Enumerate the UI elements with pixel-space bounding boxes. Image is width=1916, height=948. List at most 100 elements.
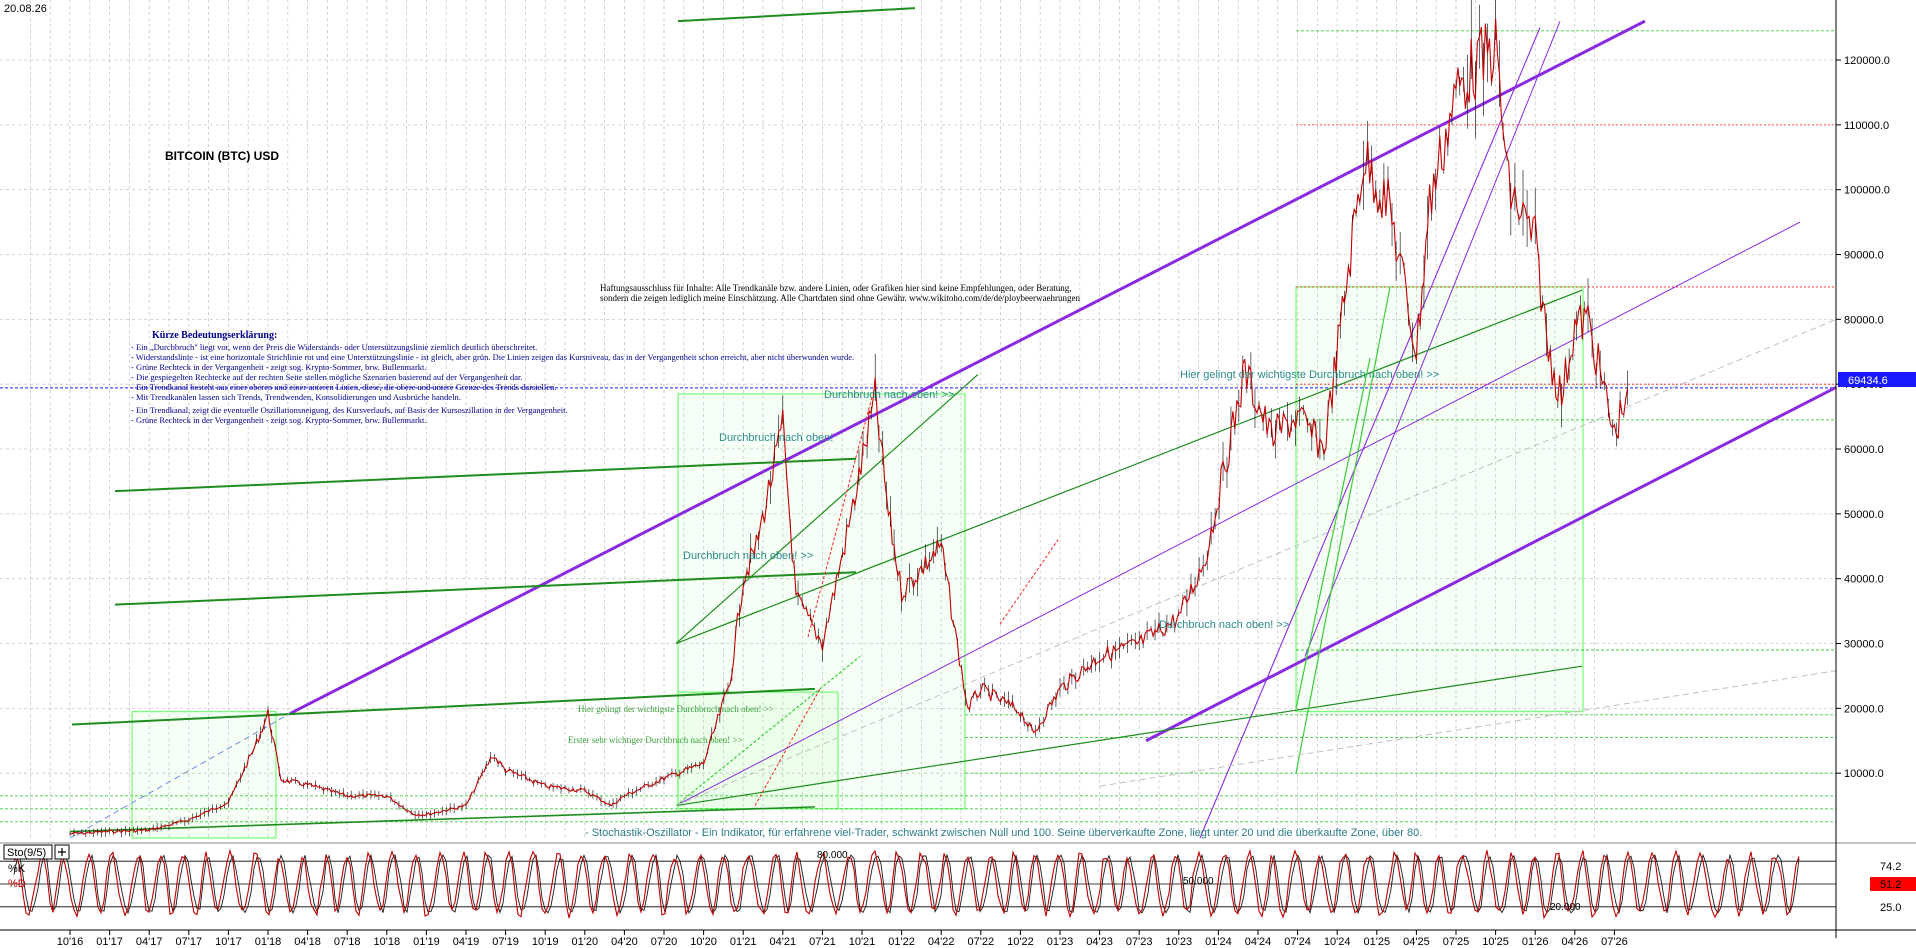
projection-line bbox=[1099, 670, 1837, 787]
legend-line: - Widerstandslinie - ist eine horizontal… bbox=[131, 352, 854, 362]
y-tick-label: 30000.0 bbox=[1844, 639, 1884, 651]
y-tick-label: 50000.0 bbox=[1844, 509, 1884, 521]
x-tick-label: 10'19 bbox=[532, 936, 559, 948]
date-label: 20.08.26 bbox=[4, 3, 47, 15]
y-tick-label: 120000.0 bbox=[1844, 55, 1890, 67]
breakout-label: Durchbruch nach oben! bbox=[719, 432, 833, 444]
x-tick-label: 10'21 bbox=[849, 936, 876, 948]
x-tick-label: 04'24 bbox=[1245, 936, 1272, 948]
osc-d-line bbox=[13, 853, 1800, 915]
osc-title: Sto(9/5) bbox=[7, 847, 46, 859]
support-resistance-lines bbox=[0, 30, 1836, 823]
key-breakout-label-small: Hier gelingt der wichtigste Durchbruch n… bbox=[578, 704, 774, 714]
legend-title: Kürze Bedeutungserklärung: bbox=[152, 330, 277, 341]
x-tick-label: 10'20 bbox=[690, 936, 717, 948]
x-tick-label: 10'24 bbox=[1324, 936, 1351, 948]
x-tick-label: 10'25 bbox=[1482, 936, 1509, 948]
x-tick-label: 01'17 bbox=[96, 936, 123, 948]
legend-line: - Ein „Durchbruch" liegt vor, wenn der P… bbox=[131, 342, 537, 352]
x-tick-label: 04'22 bbox=[928, 936, 955, 948]
x-tick-label: 04'20 bbox=[611, 936, 638, 948]
osc-k-line bbox=[13, 848, 1800, 920]
current-price-tag: 69434.6 bbox=[1838, 372, 1916, 387]
osc-level-50: 50.000 bbox=[1183, 876, 1214, 887]
breakout-label: Durchbruch nach oben! >> bbox=[824, 389, 954, 401]
x-tick-label: 04'18 bbox=[294, 936, 321, 948]
y-tick-label: 40000.0 bbox=[1844, 574, 1884, 586]
legend-line: - Die gespiegelten Rechtecke auf der rec… bbox=[131, 372, 522, 382]
first-breakout-label: Erster sehr wichtiger Durchbruch nach ob… bbox=[568, 735, 743, 745]
legend-line: - Grüne Rechteck in der Vergangenheit - … bbox=[131, 415, 427, 425]
trend-line bbox=[677, 7, 916, 23]
price-series bbox=[69, 0, 1629, 838]
green-steep-line bbox=[1295, 286, 1391, 774]
osc-k-label: %K bbox=[8, 863, 26, 875]
x-tick-label: 04'17 bbox=[136, 936, 163, 948]
legend-line: - Ein Trendkanal, zeigt die eventuelle O… bbox=[131, 405, 568, 415]
x-tick-label: 10'22 bbox=[1007, 936, 1034, 948]
resistance-trend-line bbox=[114, 457, 857, 493]
support-trend-line bbox=[69, 806, 816, 833]
channel-lower-line bbox=[1145, 386, 1837, 743]
x-tick-label: 07'26 bbox=[1601, 936, 1628, 948]
chart-title: BITCOIN (BTC) USD bbox=[165, 149, 279, 163]
osc-k-value: 74.2 bbox=[1880, 861, 1901, 873]
stochastic-note: - Stochastik-Oszillator - Ein Indikator,… bbox=[585, 827, 1422, 839]
x-tick-label: 01'20 bbox=[572, 936, 599, 948]
x-tick-label: 10'16 bbox=[57, 936, 84, 948]
x-tick-label: 07'17 bbox=[176, 936, 203, 948]
x-tick-label: 04'19 bbox=[453, 936, 480, 948]
osc-level-20: 20.000 bbox=[1550, 902, 1581, 913]
osc-k-value-bg bbox=[1870, 859, 1916, 873]
x-tick-label: 01'18 bbox=[255, 936, 282, 948]
trend-line bbox=[675, 665, 1583, 807]
breakout-line bbox=[999, 539, 1059, 625]
y-tick-label: 90000.0 bbox=[1844, 250, 1884, 262]
trend-line bbox=[675, 374, 979, 644]
channel-upper-line bbox=[289, 19, 1646, 715]
x-tick-label: 10'18 bbox=[374, 936, 401, 948]
bull-market-box bbox=[677, 691, 839, 810]
x-tick-label: 07'20 bbox=[651, 936, 678, 948]
breakout-line bbox=[754, 688, 821, 806]
breakout-label: Durchbruch nach oben! >> bbox=[1159, 619, 1289, 631]
resistance-trend-line bbox=[71, 687, 816, 726]
x-tick-label: 01'24 bbox=[1205, 936, 1232, 948]
current-price-tag-bg bbox=[1838, 372, 1916, 387]
projection-line bbox=[69, 713, 291, 839]
disclaimer-line-1: Haftungsausschluss für Inhalte: Alle Tre… bbox=[600, 283, 1072, 293]
osc-title-box bbox=[3, 844, 53, 860]
x-tick-label: 04'26 bbox=[1562, 936, 1589, 948]
x-tick-label: 01'26 bbox=[1522, 936, 1549, 948]
osc-d-value-bg bbox=[1870, 877, 1916, 891]
trend-line bbox=[675, 289, 1583, 645]
x-tick-label: 07'23 bbox=[1126, 936, 1153, 948]
channel-mid-line bbox=[675, 221, 1801, 807]
x-tick-label: 07'19 bbox=[492, 936, 519, 948]
legend-lines: - Ein „Durchbruch" liegt vor, wenn der P… bbox=[131, 342, 854, 425]
x-tick-label: 01'25 bbox=[1364, 936, 1391, 948]
resistance-trend-line bbox=[114, 571, 857, 606]
oscillator-header: Sto(9/5) %K %D 80.000 50.000 20.000 74.2… bbox=[3, 844, 1916, 914]
bull-market-box bbox=[677, 393, 966, 810]
legend-line: - Grüne Rechteck in der Vergangenheit - … bbox=[131, 362, 427, 372]
x-tick-label: 04'25 bbox=[1403, 936, 1430, 948]
legend-line: - Mit Trendkanälen lassen sich Trends, T… bbox=[131, 392, 461, 402]
stochastic-panel bbox=[0, 842, 1916, 924]
breakout-line bbox=[807, 397, 873, 638]
bull-market-box bbox=[131, 710, 277, 839]
x-tick-label: 01'19 bbox=[413, 936, 440, 948]
osc-d-label: %D bbox=[8, 878, 26, 890]
x-tick-label: 04'21 bbox=[770, 936, 797, 948]
x-tick-label: 10'17 bbox=[215, 936, 242, 948]
legend-line: - Ein Trendkanal besteht aus einer obere… bbox=[131, 382, 556, 392]
y-tick-label: 60000.0 bbox=[1844, 444, 1884, 456]
green-steep-line bbox=[1295, 358, 1371, 709]
x-tick-label: 04'23 bbox=[1086, 936, 1113, 948]
current-price-value: 69434.6 bbox=[1848, 375, 1888, 387]
x-tick-label: 07'22 bbox=[968, 936, 995, 948]
y-tick-label: 20000.0 bbox=[1844, 703, 1884, 715]
